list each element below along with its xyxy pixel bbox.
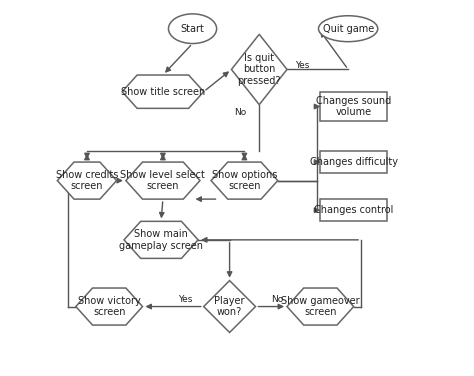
Polygon shape <box>122 75 204 108</box>
Text: Show gameover
screen: Show gameover screen <box>281 296 360 317</box>
Text: Yes: Yes <box>295 61 309 70</box>
Text: Player
won?: Player won? <box>214 296 245 317</box>
Ellipse shape <box>319 16 378 42</box>
Text: Changes difficulty: Changes difficulty <box>310 157 398 167</box>
Text: No: No <box>235 108 247 117</box>
Text: Show options
screen: Show options screen <box>212 170 277 191</box>
Bar <box>320 92 387 121</box>
Polygon shape <box>204 280 255 332</box>
Polygon shape <box>124 221 198 258</box>
Text: Start: Start <box>181 24 204 34</box>
Text: Show main
gameplay screen: Show main gameplay screen <box>119 229 203 251</box>
Text: Show title screen: Show title screen <box>121 87 205 97</box>
Polygon shape <box>126 162 200 199</box>
Ellipse shape <box>168 14 217 44</box>
Polygon shape <box>76 288 143 325</box>
Polygon shape <box>211 162 278 199</box>
Text: Show credits
screen: Show credits screen <box>56 170 118 191</box>
Text: Is quit
button
pressed?: Is quit button pressed? <box>237 53 281 86</box>
Bar <box>320 199 387 221</box>
Polygon shape <box>231 34 287 105</box>
Text: Yes: Yes <box>178 295 192 304</box>
Text: Changes control: Changes control <box>314 205 393 215</box>
Text: Quit game: Quit game <box>322 24 374 34</box>
Text: Changes sound
volume: Changes sound volume <box>316 96 392 117</box>
Text: No: No <box>272 295 284 304</box>
Polygon shape <box>57 162 117 199</box>
Text: Show level select
screen: Show level select screen <box>120 170 205 191</box>
Polygon shape <box>287 288 354 325</box>
Text: Show victory
screen: Show victory screen <box>78 296 141 317</box>
Bar <box>320 151 387 173</box>
